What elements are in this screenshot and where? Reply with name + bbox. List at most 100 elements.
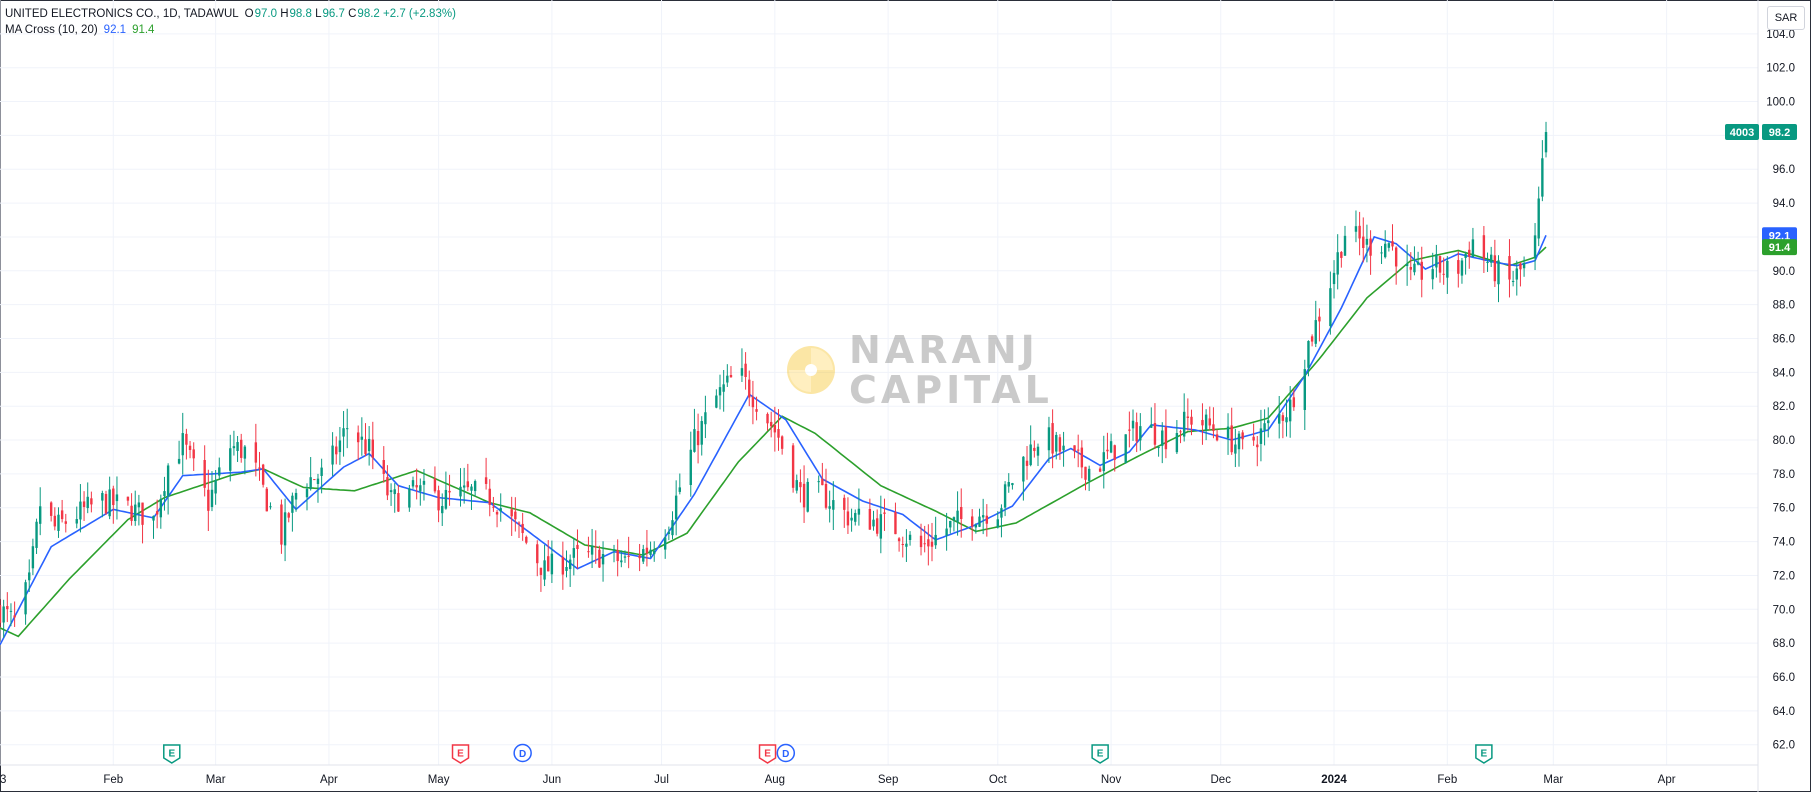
candle-body [1025,460,1029,466]
price-tick-label: 100.0 [1766,97,1795,109]
candle-body [232,446,236,449]
candle-body [1157,447,1160,449]
price-tick-label: 96.0 [1773,164,1795,176]
candle-body [1164,427,1168,450]
candle-body [576,544,579,550]
price-axis[interactable]: 104.0102.0100.098.096.094.092.090.088.08… [1757,0,1795,792]
candle-body [1259,428,1263,444]
grid [0,0,1758,765]
candle-body [1047,427,1051,451]
candle-body [1533,235,1537,259]
candle-body [313,479,316,481]
currency-button[interactable]: SAR [1767,6,1805,30]
candle-body [612,549,616,551]
symbol-title[interactable]: UNITED ELECTRONICS CO., 1D, TADAWUL [5,8,239,20]
candle-body [1226,426,1230,438]
time-tick-label: Jun [543,774,562,786]
candle-body [64,521,67,524]
candle-body [653,550,656,555]
candle-body [90,498,93,505]
candle-body [126,496,130,501]
candle-body [1405,263,1409,267]
candle-body [137,502,141,508]
candle-body [974,524,978,528]
candle-body [744,363,747,378]
time-tick-label: Feb [103,774,123,786]
candle-body [1267,420,1270,424]
price-tick-label: 62.0 [1773,740,1795,752]
candle-body [115,494,119,502]
candle-body [1460,260,1464,276]
candle-body [791,445,795,488]
candle-body [1029,444,1032,466]
candle-body [1519,263,1522,270]
candle-body [868,508,872,530]
candle-body [1076,449,1080,451]
candle-body [689,449,692,485]
candle-body [590,546,594,555]
candle-body [335,446,338,455]
candle-body [740,368,744,376]
ma20-price-tag: 91.4 [1762,239,1797,256]
candle-body [843,497,846,510]
candle-body [444,489,448,509]
candle-body [1391,241,1394,247]
candle-body [587,551,590,553]
candle-body [1431,269,1434,280]
candle-body [773,425,777,433]
candle-body [1420,261,1423,280]
candlesticks [0,121,1548,638]
high-label: H [280,8,289,20]
candle-body [60,510,64,520]
candle-body [382,460,385,474]
candle-body [1354,226,1358,232]
price-tick-label: 84.0 [1773,367,1795,379]
candle-body [466,481,470,488]
candle-body [1278,413,1281,424]
candle-body [1073,445,1076,452]
symbol-row: UNITED ELECTRONICS CO., 1D, TADAWUL O97.… [5,6,456,22]
ma10-value: 92.1 [103,24,127,36]
ma20-value: 91.4 [132,24,155,36]
candle-body [755,409,758,412]
close-label: C [348,8,357,20]
candle-body [510,509,513,517]
candle-body [408,488,411,508]
candle-body [1153,423,1157,445]
high-value: 98.8 [289,8,312,20]
candle-body [397,493,400,512]
indicator-title[interactable]: MA Cross (10, 20) [5,24,98,36]
candle-body [1011,483,1014,486]
candle-body [360,436,364,440]
candle-body [291,495,294,513]
moving-averages [0,234,1547,646]
candle-body [1256,444,1259,448]
candle-body [240,439,243,458]
candle-body [1131,420,1135,429]
candle-body [799,482,802,488]
candle-body [850,517,853,521]
candle-body [897,538,901,542]
candle-body [1098,468,1102,472]
candle-body [1318,316,1321,322]
price-tick-label: 72.0 [1773,570,1795,582]
candle-body [287,513,290,518]
time-tick-label: Mar [206,774,226,786]
candle-body [879,514,883,539]
candle-body [1537,198,1540,239]
candle-body [1365,238,1369,245]
candle-body [86,496,89,509]
candle-body [598,549,601,568]
time-tick-label: Sep [878,774,898,786]
candle-body [309,477,312,490]
event-label: E [1097,749,1104,760]
candle-body [31,546,35,569]
candle-body [978,516,981,527]
candle-body [572,548,576,558]
watermark-line2: CAPITAL [849,368,1053,412]
candle-body [1413,263,1416,273]
candle-body [985,515,989,524]
naranj-logo-icon [787,346,835,394]
time-axis[interactable]: 23 Feb Mar Apr May Jun Jul Aug Sep Oct Nov Dec 2024 F… [0,764,1758,786]
